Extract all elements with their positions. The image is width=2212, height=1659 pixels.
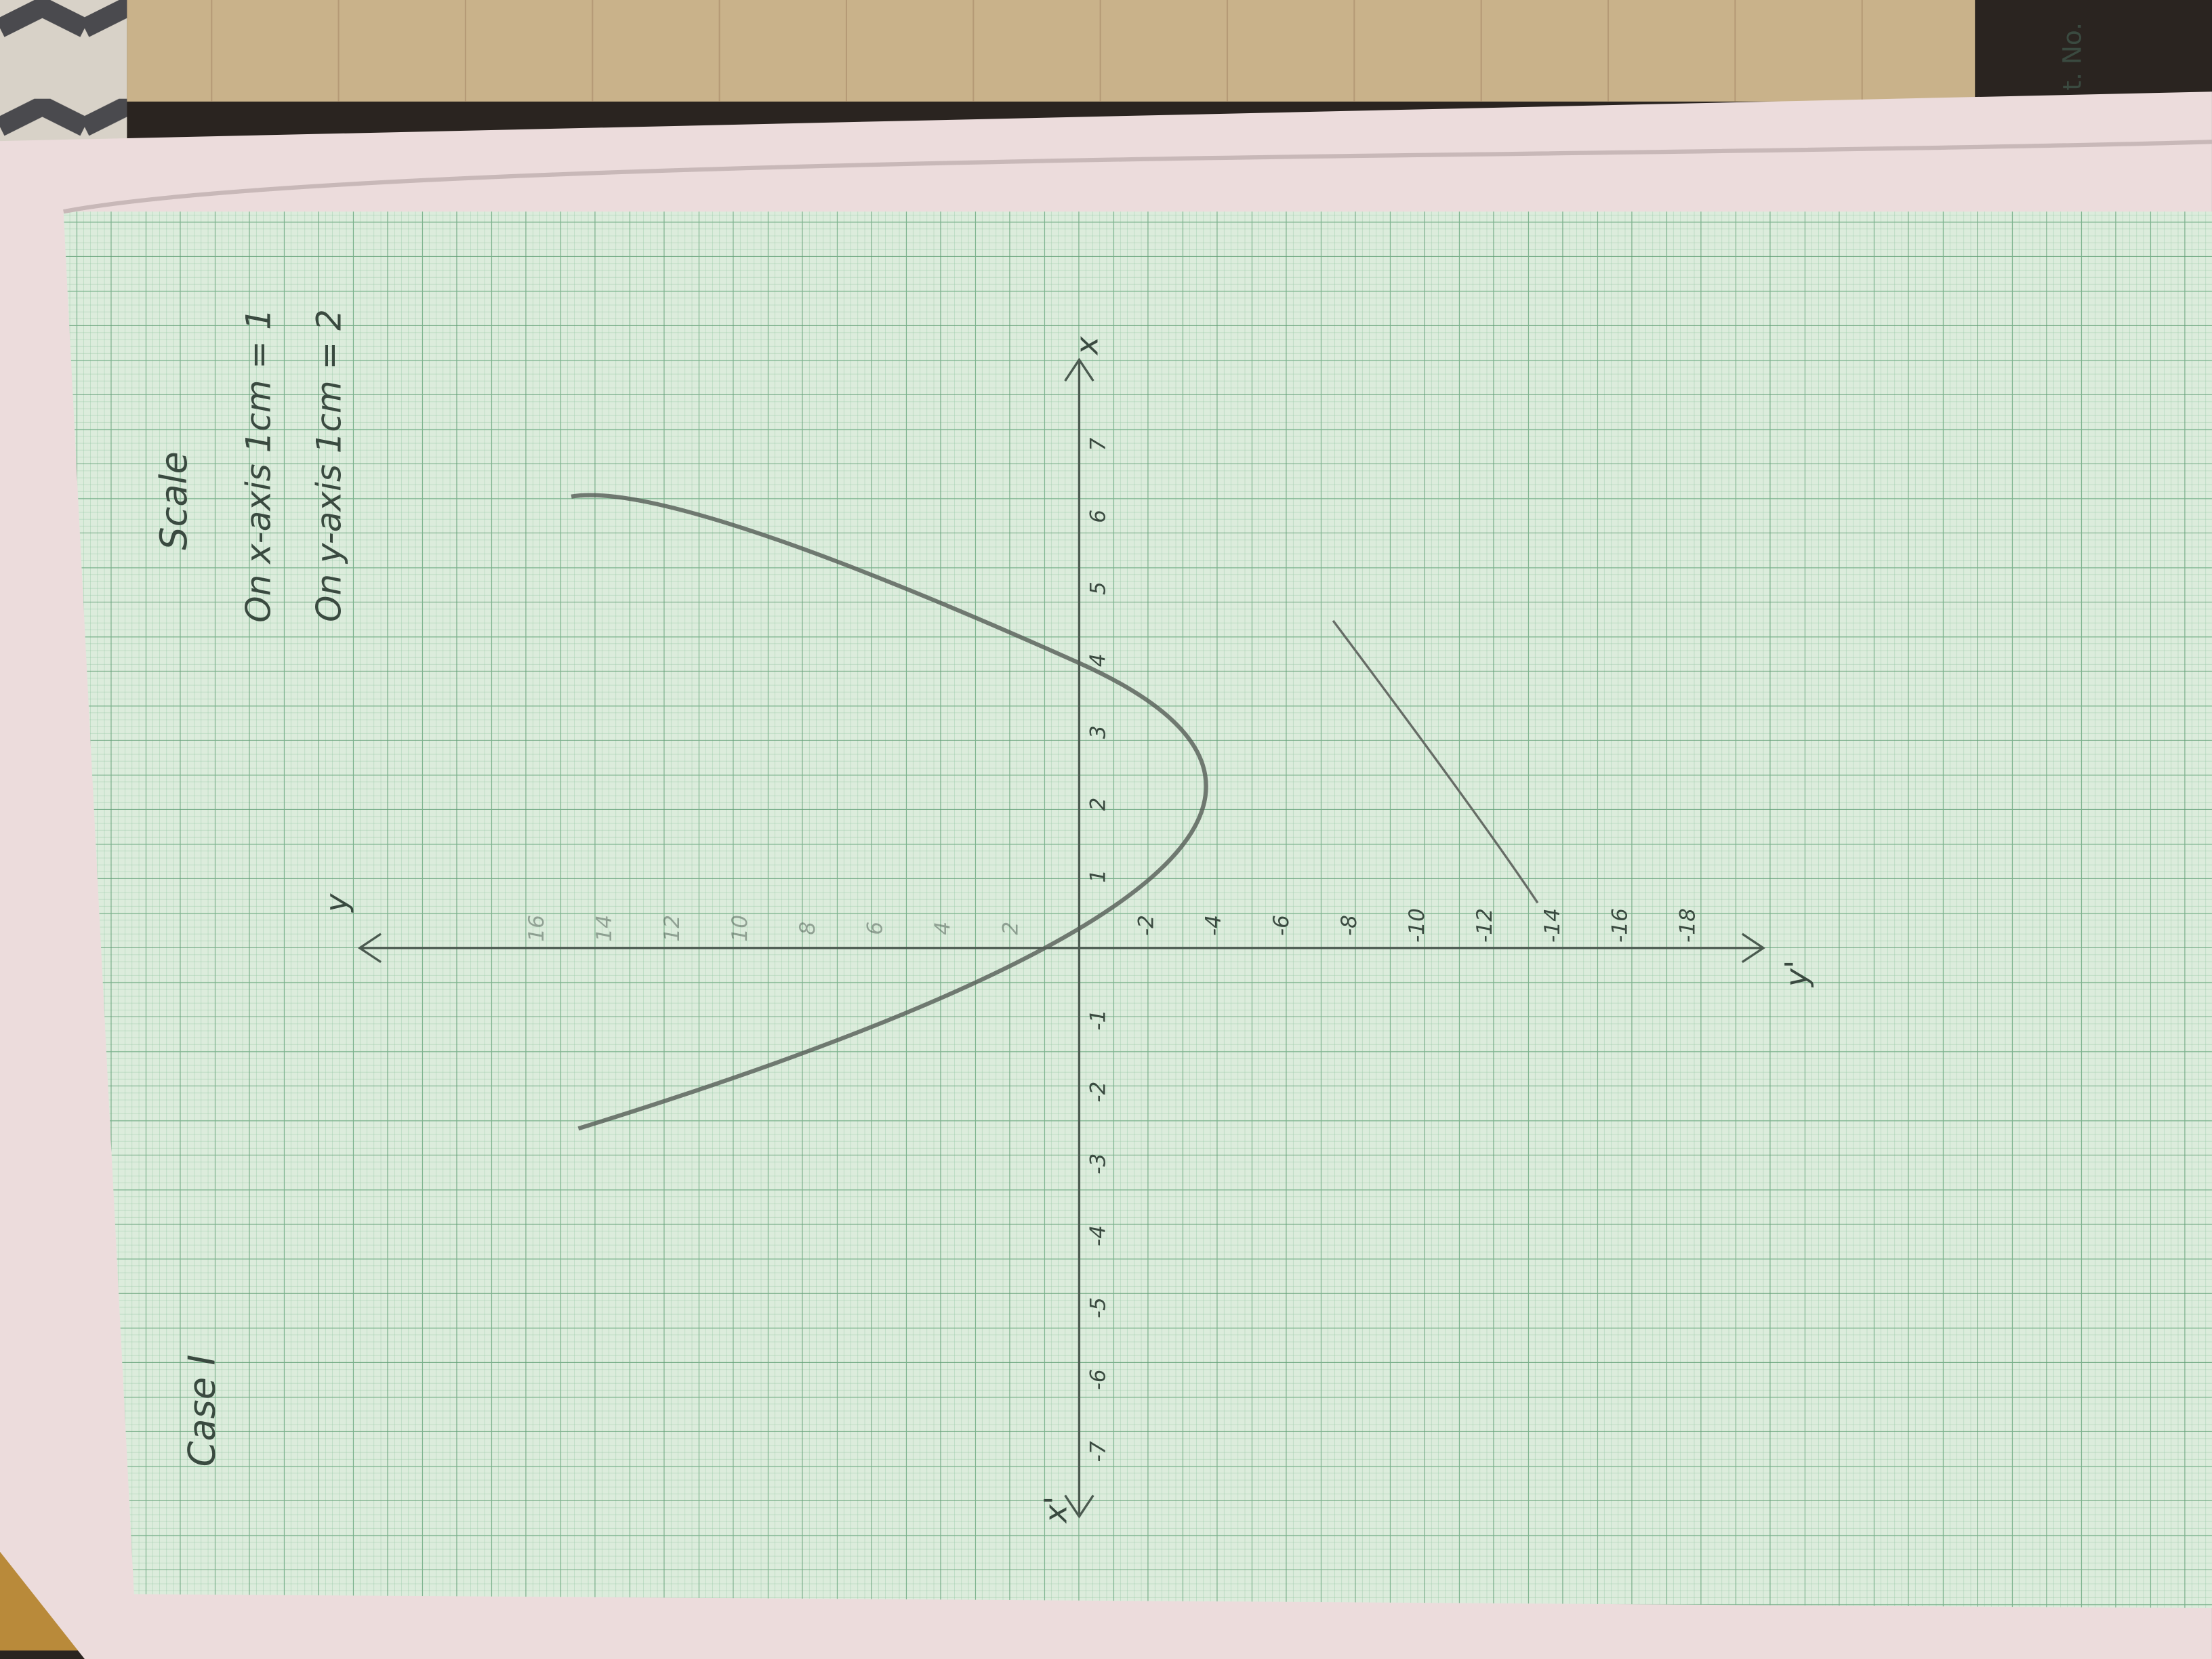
y-tick-label: -16	[1608, 908, 1633, 943]
y-tick-label: -12	[1473, 908, 1497, 943]
scale-title: Scale	[152, 451, 195, 550]
y-tick-label: -4	[1202, 915, 1226, 936]
parabola	[571, 493, 1208, 1131]
y-tick-label: -2	[1134, 915, 1158, 936]
y-tick-label: 12	[660, 915, 684, 942]
y-tick-label: 16	[525, 915, 549, 942]
x-tick-label: 7	[1086, 438, 1111, 451]
x-tick-label: 1	[1086, 869, 1111, 883]
y-tick-label: 8	[796, 922, 820, 935]
y-tick-label: -14	[1540, 908, 1565, 943]
scale-y: On y-axis 1cm = 2	[310, 309, 349, 622]
axes	[357, 357, 1766, 1519]
y-tick-label: 6	[863, 922, 888, 935]
stray-line	[1332, 619, 1539, 904]
notebook-page	[127, 0, 1975, 102]
axis-label-x-neg: x'	[1038, 1496, 1074, 1524]
axis-label-y: y	[318, 893, 354, 914]
x-tick-label: 4	[1086, 653, 1111, 667]
axis-label-x: x	[1068, 336, 1105, 356]
x-tick-label: -6	[1086, 1369, 1111, 1390]
scale-x: On x-axis 1cm = 1	[239, 308, 279, 623]
x-tick-label: -4	[1086, 1225, 1111, 1246]
x-tick-label: 3	[1086, 725, 1111, 739]
y-tick-label: -6	[1269, 915, 1294, 936]
ruled-note: t. No.	[2057, 22, 2087, 91]
x-tick-label: 6	[1086, 510, 1111, 523]
y-tick-label: 10	[728, 915, 752, 942]
axis-label-y-neg: y'	[1778, 960, 1815, 988]
x-tick-label: -5	[1086, 1297, 1111, 1318]
paper-fold	[63, 132, 2212, 214]
y-tick-label: 2	[999, 922, 1023, 935]
case-title: Case I	[180, 1355, 223, 1467]
ruled-lines	[211, 0, 1863, 102]
x-tick-label: 5	[1086, 581, 1111, 595]
y-tick-label: -8	[1337, 915, 1361, 936]
y-tick-label: -18	[1676, 908, 1700, 943]
axis-arrows	[357, 357, 1766, 1519]
y-tick-label: 4	[931, 922, 956, 935]
x-tick-label: -2	[1086, 1082, 1111, 1103]
x-tick-label: -7	[1086, 1441, 1111, 1462]
y-tick-label: -10	[1405, 908, 1429, 943]
x-tick-label: -3	[1086, 1153, 1111, 1174]
y-tick-label: 14	[592, 915, 617, 942]
x-tick-label: -1	[1086, 1009, 1111, 1030]
x-tick-label: 2	[1086, 798, 1111, 811]
grid	[63, 211, 2212, 1609]
